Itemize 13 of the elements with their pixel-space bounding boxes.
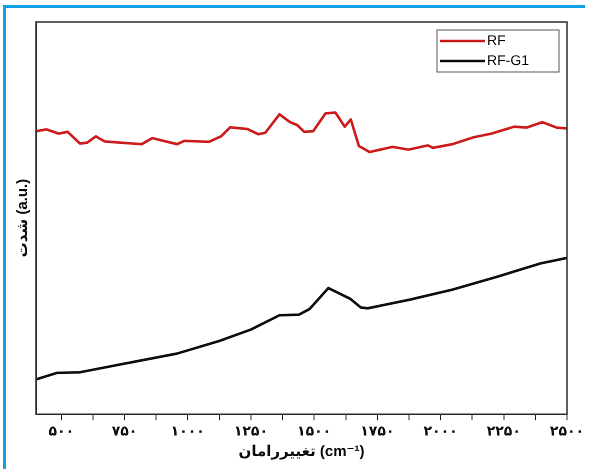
x-tick-label: ۲۵۰۰ (550, 422, 584, 438)
x-tick-label: ۱۷۵۰ (360, 422, 394, 438)
y-axis-title: شدت (a.u.) (14, 178, 32, 258)
x-tick-label: ۷۵۰ (112, 422, 138, 438)
x-tick-label: ۵۰۰ (48, 422, 74, 438)
x-tick-label: ۲۰۰۰ (423, 422, 458, 438)
x-tick-label: ۱۵۰۰ (297, 422, 332, 438)
x-tick-label: ۱۰۰۰ (170, 422, 205, 438)
legend-label: RF (487, 32, 506, 48)
legend-label: RF-G1 (487, 52, 530, 68)
x-tick-label: ۱۲۵۰ (234, 422, 268, 438)
x-axis-title: تغییررامان (cm⁻¹) (238, 443, 364, 460)
x-tick-label: ۲۲۵۰ (486, 422, 521, 438)
